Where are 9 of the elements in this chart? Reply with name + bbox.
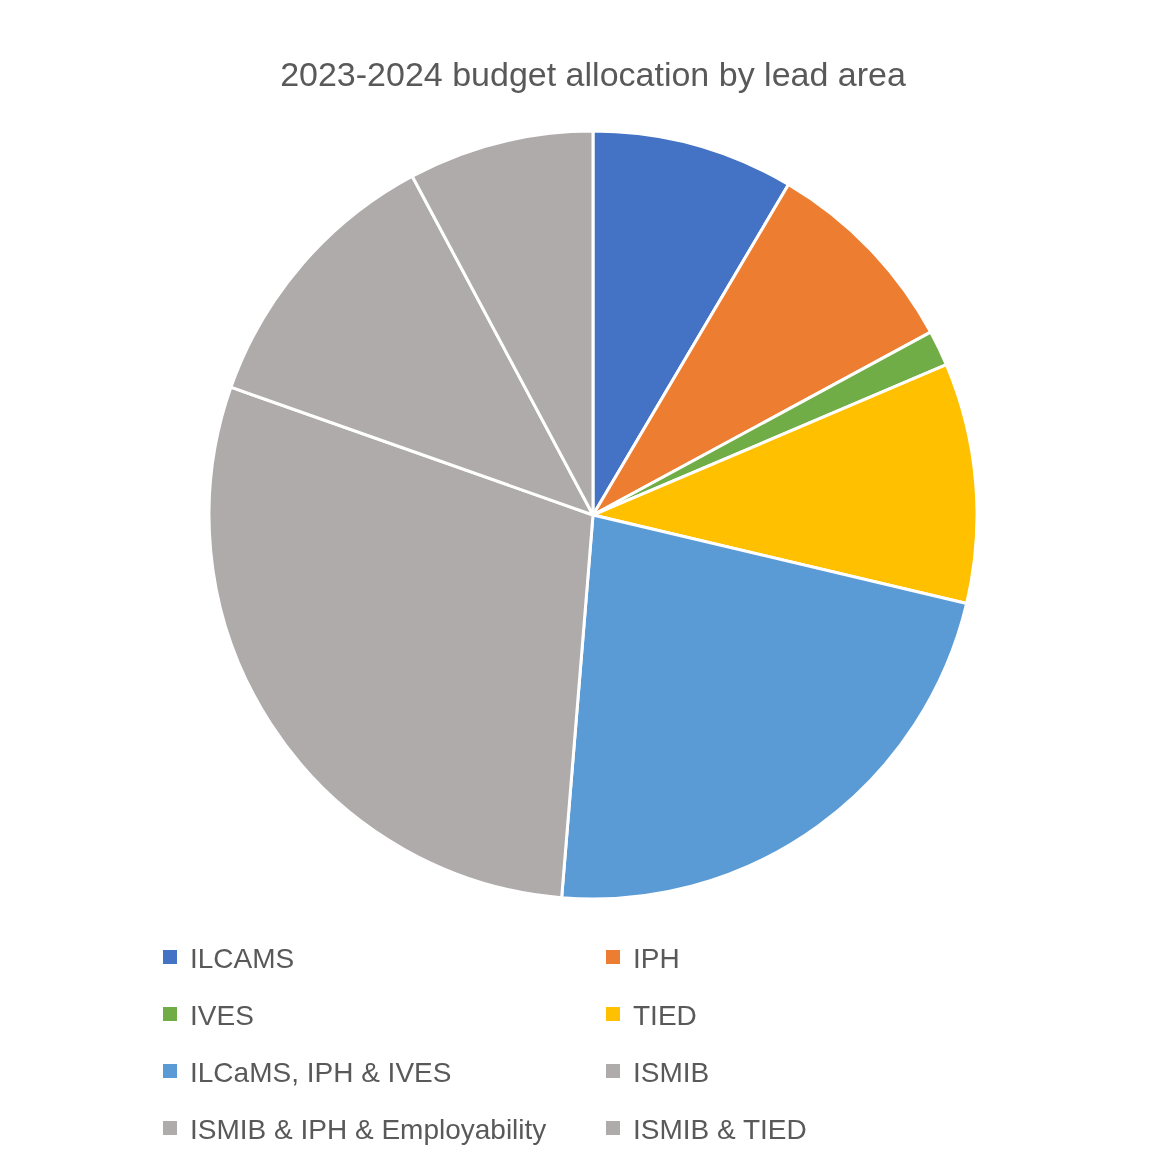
- legend-label: ILCAMS: [190, 943, 295, 974]
- legend-label: ILCaMS, IPH & IVES: [190, 1057, 452, 1088]
- legend-label: ISMIB: [633, 1057, 710, 1088]
- legend-label: ISMIB & TIED: [633, 1114, 807, 1145]
- legend-label: TIED: [633, 1000, 697, 1031]
- legend-label: ISMIB & IPH & Employability: [190, 1114, 547, 1145]
- chart-title: 2023-2024 budget allocation by lead area: [280, 55, 906, 93]
- legend-label: IVES: [190, 1000, 254, 1031]
- legend-label: IPH: [633, 943, 680, 974]
